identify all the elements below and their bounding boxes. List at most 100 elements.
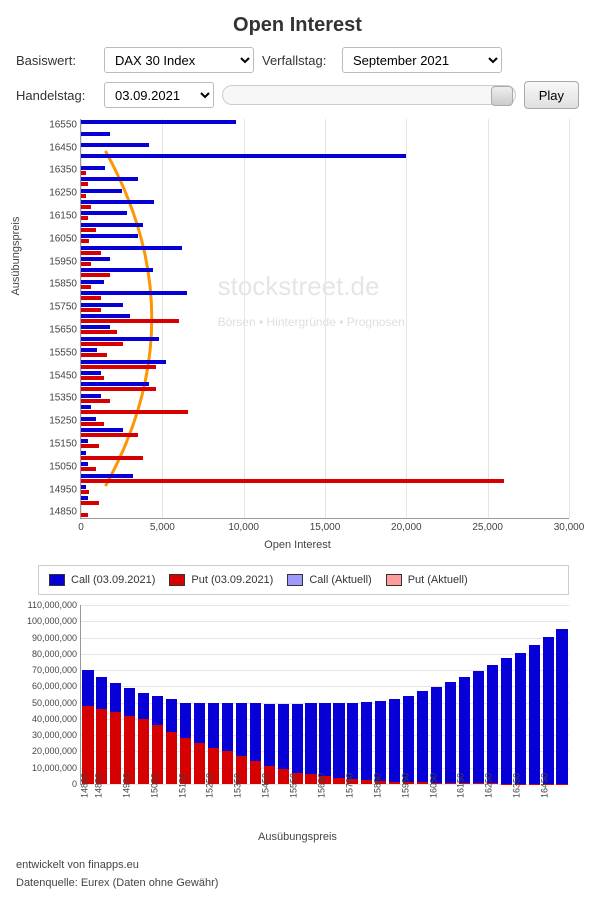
x-tick-label: 15750 xyxy=(340,773,354,798)
footer-source: Datenquelle: Eurex (Daten ohne Gewähr) xyxy=(16,875,579,893)
y-tick-label: 50,000,000 xyxy=(32,698,81,708)
x-tick-label: 15950 xyxy=(396,773,410,798)
call-bar xyxy=(81,177,138,181)
stack-bar xyxy=(403,605,414,784)
stack-bar xyxy=(166,605,177,784)
stack-bar xyxy=(389,605,400,784)
stack-bar xyxy=(459,605,470,784)
put-bar xyxy=(81,239,89,243)
legend-item: Put (Aktuell) xyxy=(386,574,468,586)
stack-call xyxy=(292,704,303,772)
play-button[interactable]: Play xyxy=(524,81,579,109)
put-bar xyxy=(81,319,179,323)
put-bar xyxy=(81,182,88,186)
legend-label: Put (03.09.2021) xyxy=(191,574,273,586)
x-tick-label: 15250 xyxy=(201,773,215,798)
stack-bar xyxy=(501,605,512,784)
stack-bar xyxy=(515,605,526,784)
y-tick-label: 70,000,000 xyxy=(32,665,81,675)
call-bar xyxy=(81,303,123,307)
stack-bar xyxy=(347,605,358,784)
watermark-main: stockstreet.de xyxy=(218,271,380,301)
call-bar xyxy=(81,496,88,500)
x-tick-label: 15650 xyxy=(312,773,326,798)
x-tick-label: 30,000 xyxy=(554,518,585,533)
legend-label: Put (Aktuell) xyxy=(408,574,468,586)
put-bar xyxy=(81,273,110,277)
x-tick-label: 5,000 xyxy=(150,518,175,533)
slider-thumb[interactable] xyxy=(491,86,513,106)
call-bar xyxy=(81,268,153,272)
stack-call xyxy=(222,703,233,752)
stack-bar xyxy=(445,605,456,784)
stack-bar xyxy=(124,605,135,784)
stack-bar xyxy=(529,605,540,784)
hchart-y-axis-title: Ausübungspreis xyxy=(10,217,22,296)
call-bar xyxy=(81,132,110,136)
stack-bar xyxy=(194,605,205,784)
put-bar xyxy=(81,513,88,517)
put-bar xyxy=(81,353,107,357)
stack-call xyxy=(110,683,121,712)
stack-call xyxy=(194,703,205,744)
stack-call xyxy=(124,688,135,716)
stack-call xyxy=(236,703,247,757)
put-bar xyxy=(81,410,188,414)
stack-call xyxy=(166,699,177,732)
stack-bar xyxy=(180,605,191,784)
call-bar xyxy=(81,337,159,341)
x-tick-label: 0 xyxy=(78,518,84,533)
basiswert-select[interactable]: DAX 30 Index xyxy=(104,47,254,73)
stack-bar xyxy=(236,605,247,784)
x-tick-label: 20,000 xyxy=(391,518,422,533)
stack-call xyxy=(501,658,512,783)
gridline xyxy=(569,119,570,518)
call-bar xyxy=(81,428,123,432)
stack-bar xyxy=(110,605,121,784)
put-bar xyxy=(81,251,101,255)
call-bar xyxy=(81,451,86,455)
put-bar xyxy=(81,296,101,300)
y-tick-label: 110,000,000 xyxy=(28,600,81,610)
call-bar xyxy=(81,166,105,170)
call-bar xyxy=(81,154,406,158)
stack-bar xyxy=(208,605,219,784)
hchart-x-axis-title: Open Interest xyxy=(16,539,579,551)
stack-call xyxy=(250,703,261,762)
stack-bar xyxy=(375,605,386,784)
stack-call xyxy=(487,665,498,784)
stack-bar xyxy=(333,605,344,784)
stack-bar xyxy=(543,605,554,784)
put-bar xyxy=(81,194,86,198)
x-tick-label: 15,000 xyxy=(310,518,341,533)
stack-call xyxy=(445,682,456,783)
y-tick-label: 90,000,000 xyxy=(32,633,81,643)
put-bar xyxy=(81,501,99,505)
put-bar xyxy=(81,171,86,175)
y-tick-label: 15650 xyxy=(49,324,81,335)
call-bar xyxy=(81,360,166,364)
call-bar xyxy=(81,348,97,352)
date-slider[interactable] xyxy=(222,85,516,105)
stack-call xyxy=(208,703,219,749)
x-tick-label: 14950 xyxy=(117,773,131,798)
call-bar xyxy=(81,143,149,147)
call-bar xyxy=(81,189,122,193)
x-tick-label: 16250 xyxy=(480,773,494,798)
stack-call xyxy=(361,702,372,780)
handelstag-select[interactable]: 03.09.2021 xyxy=(104,82,214,108)
stack-call xyxy=(417,691,428,782)
x-tick-label: 16050 xyxy=(424,773,438,798)
put-bar xyxy=(81,479,504,483)
verfallstag-select[interactable]: September 2021 xyxy=(342,47,502,73)
stack-call xyxy=(305,703,316,775)
stack-bar xyxy=(292,605,303,784)
put-bar xyxy=(81,376,104,380)
footer-dev: entwickelt von finapps.eu xyxy=(16,857,579,875)
stack-call xyxy=(180,703,191,739)
y-tick-label: 16550 xyxy=(49,119,81,130)
put-bar xyxy=(81,490,89,494)
stack-bar xyxy=(305,605,316,784)
stack-call xyxy=(473,671,484,783)
gridline xyxy=(244,119,245,518)
